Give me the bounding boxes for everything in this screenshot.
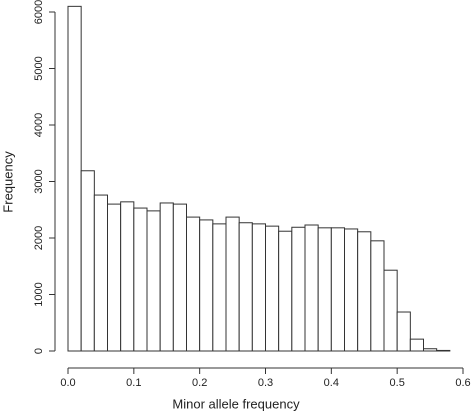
x-axis-label: Minor allele frequency xyxy=(172,396,300,411)
bar xyxy=(317,227,332,352)
x-tick-label: 0.2 xyxy=(192,377,207,389)
bar xyxy=(238,222,253,352)
bar xyxy=(172,203,187,352)
x-tick-label: 0.6 xyxy=(455,377,470,389)
y-tick-label: 4000 xyxy=(33,113,45,137)
bar xyxy=(265,225,280,352)
bar xyxy=(67,5,82,352)
bar xyxy=(225,216,240,352)
bar xyxy=(409,338,425,352)
x-tick-label: 0.4 xyxy=(324,377,339,389)
y-tick-label: 1000 xyxy=(33,282,45,306)
bar xyxy=(133,207,148,352)
bar xyxy=(436,349,451,352)
x-tick-label: 0.5 xyxy=(390,377,405,389)
y-tick-label: 5000 xyxy=(33,56,45,80)
y-axis-label: Frequency xyxy=(0,151,15,213)
y-tick-label: 6000 xyxy=(33,0,45,24)
bar xyxy=(199,219,214,352)
bar xyxy=(186,216,201,352)
bar xyxy=(107,203,122,352)
bar xyxy=(278,230,293,352)
x-tick-label: 0.1 xyxy=(126,377,141,389)
bar xyxy=(383,269,398,352)
y-tick-label: 0 xyxy=(33,348,45,354)
bar xyxy=(357,231,372,352)
bar xyxy=(344,228,359,352)
bar xyxy=(212,223,227,352)
bar xyxy=(146,210,161,352)
bar xyxy=(93,194,109,352)
bar xyxy=(251,223,266,352)
bar xyxy=(423,348,438,352)
y-tick-label: 2000 xyxy=(33,226,45,250)
bar xyxy=(120,201,135,352)
bar xyxy=(291,226,306,352)
bar xyxy=(80,170,95,352)
bar xyxy=(330,227,346,352)
bar xyxy=(370,240,385,352)
x-tick-label: 0.3 xyxy=(258,377,273,389)
y-tick-label: 3000 xyxy=(33,169,45,193)
bar xyxy=(159,202,174,352)
x-tick-label: 0.0 xyxy=(60,377,75,389)
bar xyxy=(396,311,411,352)
bar xyxy=(304,224,319,352)
